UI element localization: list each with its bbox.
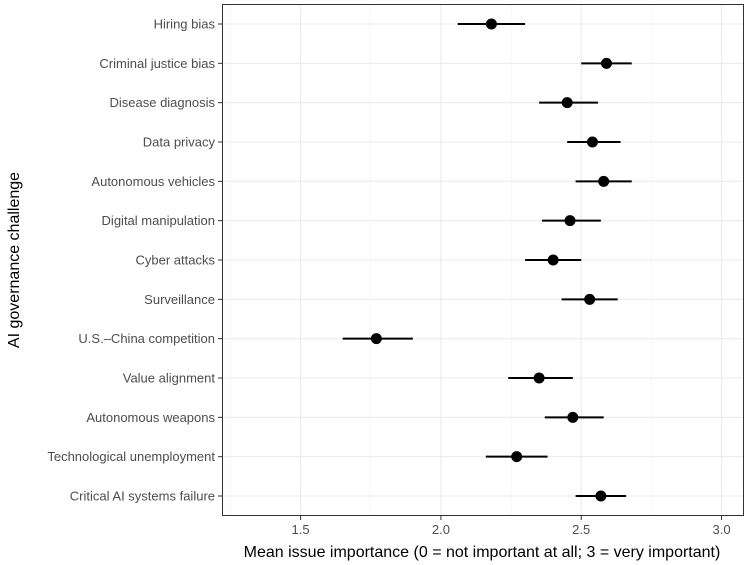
data-point bbox=[598, 175, 610, 187]
data-point bbox=[586, 136, 598, 148]
data-point bbox=[547, 254, 559, 266]
data-point bbox=[511, 451, 523, 463]
x-tick-label: 3.0 bbox=[713, 522, 731, 537]
data-point bbox=[567, 411, 579, 423]
data-point bbox=[370, 333, 382, 345]
panel-border bbox=[222, 4, 744, 516]
data-point bbox=[564, 215, 576, 227]
y-tick-label: Critical AI systems failure bbox=[70, 489, 215, 504]
x-axis-title: Mean issue importance (0 = not important… bbox=[244, 544, 721, 561]
x-tick-label: 2.0 bbox=[432, 522, 450, 537]
data-point bbox=[595, 490, 607, 502]
y-tick-label: Criminal justice bias bbox=[99, 56, 215, 71]
y-tick-label: Value alignment bbox=[123, 371, 216, 386]
y-tick-label: Digital manipulation bbox=[102, 213, 215, 228]
data-point bbox=[533, 372, 545, 384]
y-tick-label: Technological unemployment bbox=[47, 449, 215, 464]
data-point bbox=[485, 18, 497, 30]
y-tick-label: Autonomous vehicles bbox=[91, 174, 215, 189]
y-tick-label: Disease diagnosis bbox=[109, 95, 215, 110]
data-point bbox=[584, 293, 596, 305]
y-tick-label: U.S.–China competition bbox=[78, 331, 215, 346]
data-point bbox=[561, 97, 573, 109]
y-tick-label: Cyber attacks bbox=[136, 253, 216, 268]
y-tick-label: Hiring bias bbox=[154, 17, 216, 32]
x-tick-label: 2.5 bbox=[572, 522, 590, 537]
y-tick-label: Autonomous weapons bbox=[86, 410, 215, 425]
y-tick-label: Data privacy bbox=[143, 135, 216, 150]
data-point bbox=[600, 57, 612, 69]
x-tick-label: 1.5 bbox=[292, 522, 310, 537]
y-tick-label: Surveillance bbox=[144, 292, 215, 307]
y-axis-title: AI governance challenge bbox=[6, 172, 23, 348]
